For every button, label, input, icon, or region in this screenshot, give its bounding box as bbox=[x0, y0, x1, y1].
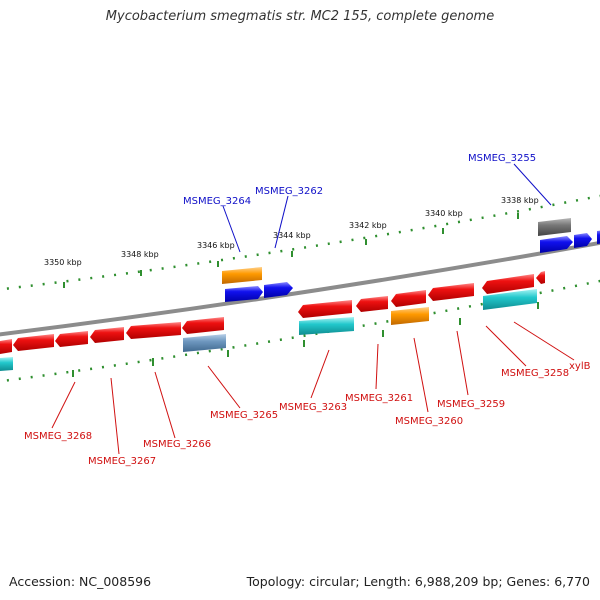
gene-label[interactable]: MSMEG_3264 bbox=[183, 196, 251, 207]
gene-feature[interactable] bbox=[183, 334, 226, 352]
scale-label: 3350 kbp bbox=[44, 258, 82, 267]
gene-feature[interactable] bbox=[55, 331, 88, 347]
outer-scale-track bbox=[0, 194, 600, 291]
gene-feature[interactable] bbox=[126, 322, 181, 339]
forward-leader-lines bbox=[222, 163, 552, 253]
gene-feature[interactable] bbox=[391, 307, 429, 325]
gene-feature[interactable] bbox=[90, 327, 124, 343]
inner-major-ticks bbox=[72, 302, 539, 377]
gene-label[interactable]: xylB bbox=[569, 361, 591, 372]
gene-feature[interactable] bbox=[536, 271, 545, 284]
gene-feature[interactable] bbox=[483, 289, 537, 310]
gene-feature[interactable] bbox=[264, 282, 293, 298]
gene-feature[interactable] bbox=[222, 267, 262, 284]
gene-feature[interactable] bbox=[13, 334, 54, 351]
reverse-leader-lines bbox=[51, 321, 575, 455]
gene-label[interactable]: MSMEG_3266 bbox=[143, 439, 211, 450]
gene-label[interactable]: MSMEG_3261 bbox=[345, 393, 413, 404]
scale-label: 3342 kbp bbox=[349, 221, 387, 230]
scale-label: 3346 kbp bbox=[197, 241, 235, 250]
gene-label[interactable]: MSMEG_3259 bbox=[437, 399, 505, 410]
gene-label[interactable]: MSMEG_3260 bbox=[395, 416, 463, 427]
scale-label: 3338 kbp bbox=[501, 196, 539, 205]
gene-feature[interactable] bbox=[538, 218, 571, 236]
reverse-strand-genes bbox=[0, 271, 545, 371]
gene-feature[interactable] bbox=[299, 317, 354, 335]
gene-feature[interactable] bbox=[356, 296, 388, 312]
accession-text: Accession: NC_008596 bbox=[9, 574, 152, 589]
outer-major-ticks bbox=[63, 213, 519, 288]
gene-label[interactable]: MSMEG_3268 bbox=[24, 431, 92, 442]
gene-label[interactable]: MSMEG_3263 bbox=[279, 402, 347, 413]
gene-label[interactable]: MSMEG_3255 bbox=[468, 153, 536, 164]
forward-strand-genes bbox=[222, 218, 600, 302]
gene-label[interactable]: MSMEG_3267 bbox=[88, 456, 156, 467]
gene-feature[interactable] bbox=[574, 233, 592, 248]
scale-label: 3348 kbp bbox=[121, 250, 159, 259]
gene-feature[interactable] bbox=[428, 283, 474, 301]
scale-label: 3344 kbp bbox=[273, 231, 311, 240]
gene-feature[interactable] bbox=[391, 290, 426, 307]
genome-backbone bbox=[0, 240, 600, 337]
gene-feature[interactable] bbox=[298, 300, 352, 318]
scale-label: 3340 kbp bbox=[425, 209, 463, 218]
gene-feature[interactable] bbox=[540, 236, 573, 253]
gene-feature[interactable] bbox=[182, 317, 224, 334]
gene-label[interactable]: MSMEG_3262 bbox=[255, 186, 323, 197]
gene-feature[interactable] bbox=[482, 274, 534, 294]
gene-label[interactable]: MSMEG_3258 bbox=[501, 368, 569, 379]
page-title: Mycobacterium smegmatis str. MC2 155, co… bbox=[105, 9, 495, 24]
gene-feature[interactable] bbox=[225, 286, 263, 302]
gene-feature[interactable] bbox=[0, 339, 12, 354]
gene-feature[interactable] bbox=[597, 230, 600, 244]
gene-feature[interactable] bbox=[0, 357, 13, 371]
genome-summary-text: Topology: circular; Length: 6,988,209 bp… bbox=[246, 574, 590, 589]
gene-label[interactable]: MSMEG_3265 bbox=[210, 410, 278, 421]
